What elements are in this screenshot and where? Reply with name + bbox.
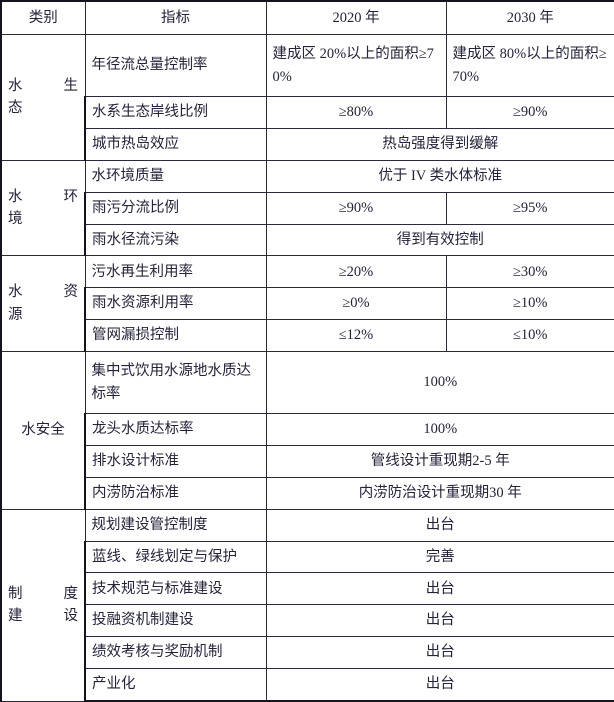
table-row: 水安全 集中式饮用水源地水质达标率 100%	[0, 350, 614, 510]
value-cell-2020: ≤12%	[265, 319, 447, 352]
category-cell-3: 水安全	[0, 350, 86, 510]
column-header-3: 2030 年	[445, 0, 614, 35]
value-cell-merged: 100%	[265, 350, 614, 415]
category-label-line: 源	[8, 306, 23, 323]
indicator-cell: 蓝线、绿线划定与保护	[84, 540, 267, 574]
category-label-line: 制度	[8, 585, 78, 602]
indicator-cell: 雨水径流污染	[84, 223, 267, 257]
value-cell-2020: 建成区 20%以上的面积≥70%	[265, 33, 447, 98]
column-header-0: 类别	[0, 0, 86, 35]
category-cell-1: 水环境	[0, 159, 86, 257]
category-label-line: 建设	[8, 608, 78, 625]
indicator-cell: 内涝防治标准	[84, 476, 267, 510]
value-cell-2020: ≥80%	[265, 96, 447, 130]
category-label-line: 水资	[8, 284, 78, 301]
value-cell-merged: 完善	[265, 540, 614, 574]
table-row: 雨水径流污染 得到有效控制	[1, 223, 614, 257]
table-header-row: 类别 指标 2020 年 2030 年	[0, 0, 614, 35]
indicator-cell: 龙头水质达标率	[84, 413, 267, 447]
value-cell-2030: ≤10%	[445, 319, 614, 352]
indicator-cell: 年径流总量控制率	[84, 33, 267, 98]
indicator-cell: 规划建设管控制度	[84, 508, 267, 542]
indicator-cell: 城市热岛效应	[84, 128, 267, 161]
table-row: 管网漏损控制 ≤12% ≤10%	[1, 319, 614, 352]
category-cell-2: 水资源	[0, 255, 86, 352]
value-cell-2030: ≥95%	[445, 191, 614, 225]
indicator-cell: 集中式饮用水源地水质达标率	[84, 350, 267, 415]
column-header-1: 指标	[84, 0, 267, 35]
value-cell-merged: 出台	[265, 667, 614, 702]
table-row: 蓝线、绿线划定与保护 完善	[1, 540, 614, 574]
value-cell-merged: 出台	[265, 572, 614, 606]
table-row: 雨污分流比例 ≥90% ≥95%	[1, 191, 614, 225]
indicator-cell: 水系生态岸线比例	[84, 96, 267, 130]
column-header-2: 2020 年	[265, 0, 447, 35]
category-label-line: 水生	[8, 78, 78, 95]
indicator-cell: 技术规范与标准建设	[84, 572, 267, 606]
category-label-line: 境	[8, 211, 23, 228]
value-cell-merged: 管线设计重现期2-5 年	[265, 445, 614, 478]
table-row: 排水设计标准 管线设计重现期2-5 年	[1, 445, 614, 478]
value-cell-merged: 内涝防治设计重现期30 年	[265, 476, 614, 510]
category-label: 水安全	[21, 422, 65, 439]
indicator-cell: 产业化	[84, 667, 267, 702]
table-row: 内涝防治标准 内涝防治设计重现期30 年	[1, 476, 614, 510]
indicator-cell: 雨污分流比例	[84, 191, 267, 225]
value-cell-merged: 出台	[265, 636, 614, 669]
value-cell-2030: ≥90%	[445, 96, 614, 130]
indicator-cell: 雨水资源利用率	[84, 287, 267, 321]
category-label-line: 态	[8, 100, 23, 117]
table-row: 水环境水环境质量 优于 IV 类水体标准	[0, 159, 614, 257]
indicator-cell: 水环境质量	[84, 159, 267, 193]
category-cell-0: 水生态	[0, 34, 86, 161]
table-row: 水资源污水再生利用率 ≥20% ≥30%	[0, 255, 614, 352]
table-row: 投融资机制建设 出台	[1, 604, 614, 638]
value-cell-merged: 出台	[265, 604, 614, 638]
value-cell-merged: 得到有效控制	[265, 223, 614, 257]
category-cell-4: 制度 建设	[0, 508, 86, 702]
table-row: 绩效考核与奖励机制 出台	[1, 636, 614, 669]
value-cell-2020: ≥20%	[265, 255, 447, 289]
value-cell-merged: 100%	[265, 413, 614, 447]
indicator-cell: 管网漏损控制	[84, 319, 267, 352]
value-cell-merged: 热岛强度得到缓解	[265, 128, 614, 161]
table-row: 产业化 出台	[1, 667, 614, 702]
category-label-line: 水环	[8, 188, 78, 205]
table-row: 制度 建设 规划建设管控制度 出台	[0, 508, 614, 702]
table-row: 城市热岛效应 热岛强度得到缓解	[1, 128, 614, 161]
table-row: 雨水资源利用率 ≥0% ≥10%	[1, 287, 614, 321]
value-cell-merged: 优于 IV 类水体标准	[265, 159, 614, 193]
value-cell-2030: ≥30%	[445, 255, 614, 289]
value-cell-2020: ≥90%	[265, 191, 447, 225]
value-cell-2020: ≥0%	[265, 287, 447, 321]
table-row: 技术规范与标准建设 出台	[1, 572, 614, 606]
indicator-cell: 排水设计标准	[84, 445, 267, 478]
value-cell-2030: ≥10%	[445, 287, 614, 321]
table-row: 水生态年径流总量控制率 建成区 20%以上的面积≥70% 建成区 80%以上的面积≥…	[0, 33, 614, 161]
table-row: 龙头水质达标率 100%	[1, 413, 614, 447]
indicator-cell: 污水再生利用率	[84, 255, 267, 289]
value-cell-2030: 建成区 80%以上的面积≥70%	[445, 33, 614, 98]
table-row: 水系生态岸线比例 ≥80% ≥90%	[1, 96, 614, 130]
indicator-cell: 绩效考核与奖励机制	[84, 636, 267, 669]
indicator-cell: 投融资机制建设	[84, 604, 267, 638]
value-cell-merged: 出台	[265, 508, 614, 542]
